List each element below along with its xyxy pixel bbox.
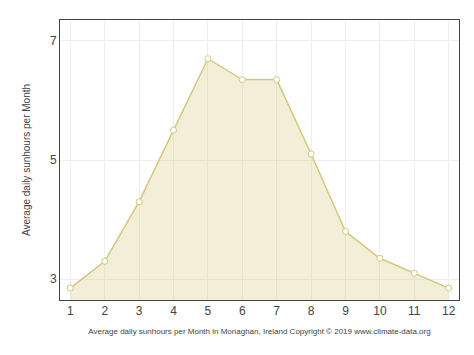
svg-text:3: 3 — [50, 272, 57, 286]
svg-text:3: 3 — [136, 304, 143, 318]
svg-text:1: 1 — [67, 304, 74, 318]
svg-text:6: 6 — [239, 304, 246, 318]
svg-text:Average daily sunhours per Mon: Average daily sunhours per Month — [21, 84, 32, 236]
svg-text:7: 7 — [273, 304, 280, 318]
svg-text:7: 7 — [50, 34, 57, 48]
svg-text:12: 12 — [442, 304, 456, 318]
svg-text:4: 4 — [170, 304, 177, 318]
svg-text:Average daily sunhours per Mon: Average daily sunhours per Month in Mona… — [88, 327, 430, 336]
svg-text:5: 5 — [205, 304, 212, 318]
svg-text:8: 8 — [308, 304, 315, 318]
svg-text:11: 11 — [408, 304, 421, 318]
svg-text:2: 2 — [101, 304, 108, 318]
svg-text:10: 10 — [373, 304, 387, 318]
svg-text:9: 9 — [342, 304, 349, 318]
svg-text:5: 5 — [50, 153, 57, 167]
